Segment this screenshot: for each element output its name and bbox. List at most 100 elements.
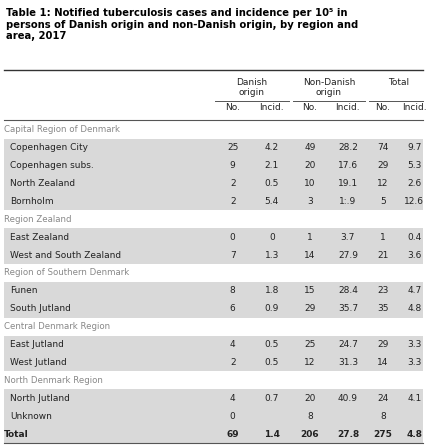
- Text: 5.4: 5.4: [265, 197, 279, 206]
- Text: 28.4: 28.4: [338, 286, 358, 295]
- Text: 3.7: 3.7: [341, 233, 355, 241]
- Text: 0: 0: [269, 233, 275, 241]
- FancyBboxPatch shape: [4, 300, 423, 318]
- Text: 27.9: 27.9: [338, 250, 358, 259]
- Text: 23: 23: [377, 286, 389, 295]
- Text: 8: 8: [307, 412, 313, 421]
- Text: Region Zealand: Region Zealand: [4, 215, 71, 224]
- FancyBboxPatch shape: [4, 336, 423, 353]
- Text: 74: 74: [377, 143, 389, 152]
- Text: No.: No.: [375, 103, 390, 112]
- Text: 21: 21: [377, 250, 389, 259]
- Text: 0: 0: [230, 233, 235, 241]
- Text: 27.8: 27.8: [337, 430, 359, 439]
- Text: 17.6: 17.6: [338, 161, 358, 170]
- Text: 0.5: 0.5: [264, 340, 279, 349]
- Text: 29: 29: [377, 340, 389, 349]
- FancyBboxPatch shape: [4, 138, 423, 156]
- Text: 4.8: 4.8: [407, 304, 422, 313]
- Text: Non-Danish
origin: Non-Danish origin: [303, 78, 355, 97]
- Text: 5: 5: [380, 197, 385, 206]
- Text: 4.8: 4.8: [407, 430, 422, 439]
- Text: 2.1: 2.1: [265, 161, 279, 170]
- Text: Danish
origin: Danish origin: [236, 78, 268, 97]
- Text: 20: 20: [304, 161, 315, 170]
- Text: 3.3: 3.3: [407, 358, 422, 367]
- Text: 2: 2: [230, 179, 235, 188]
- Text: 14: 14: [377, 358, 389, 367]
- Text: Bornholm: Bornholm: [10, 197, 54, 206]
- Text: Region of Southern Denmark: Region of Southern Denmark: [4, 268, 129, 277]
- Text: 19.1: 19.1: [338, 179, 358, 188]
- Text: 9.7: 9.7: [407, 143, 422, 152]
- Text: 12.6: 12.6: [404, 197, 425, 206]
- Text: East Zealand: East Zealand: [10, 233, 69, 241]
- Text: 31.3: 31.3: [338, 358, 358, 367]
- Text: 28.2: 28.2: [338, 143, 358, 152]
- Text: 69: 69: [227, 430, 239, 439]
- Text: 15: 15: [304, 286, 315, 295]
- Text: 14: 14: [304, 250, 315, 259]
- Text: 3: 3: [307, 197, 313, 206]
- Text: 4.2: 4.2: [265, 143, 279, 152]
- FancyBboxPatch shape: [4, 353, 423, 371]
- Text: 25: 25: [304, 340, 315, 349]
- Text: 25: 25: [227, 143, 238, 152]
- Text: 2.6: 2.6: [407, 179, 422, 188]
- Text: 35.7: 35.7: [338, 304, 358, 313]
- Text: 20: 20: [304, 394, 315, 403]
- FancyBboxPatch shape: [4, 228, 423, 246]
- Text: 1: 1: [307, 233, 313, 241]
- FancyBboxPatch shape: [4, 192, 423, 210]
- Text: 0.7: 0.7: [264, 394, 279, 403]
- Text: 1.8: 1.8: [264, 286, 279, 295]
- Text: 4.7: 4.7: [407, 286, 422, 295]
- Text: West and South Zealand: West and South Zealand: [10, 250, 121, 259]
- Text: 0.5: 0.5: [264, 358, 279, 367]
- Text: North Denmark Region: North Denmark Region: [4, 376, 103, 385]
- Text: East Jutland: East Jutland: [10, 340, 64, 349]
- Text: 8: 8: [230, 286, 235, 295]
- FancyBboxPatch shape: [4, 389, 423, 407]
- FancyBboxPatch shape: [4, 425, 423, 443]
- Text: 35: 35: [377, 304, 389, 313]
- Text: 3.3: 3.3: [407, 340, 422, 349]
- Text: 0.5: 0.5: [264, 179, 279, 188]
- Text: 6: 6: [230, 304, 235, 313]
- Text: Central Denmark Region: Central Denmark Region: [4, 322, 110, 331]
- Text: 5.3: 5.3: [407, 161, 422, 170]
- Text: 8: 8: [380, 412, 385, 421]
- Text: 40.9: 40.9: [338, 394, 358, 403]
- Text: No.: No.: [302, 103, 317, 112]
- Text: 0.4: 0.4: [407, 233, 422, 241]
- FancyBboxPatch shape: [4, 282, 423, 300]
- Text: Copenhagen City: Copenhagen City: [10, 143, 88, 152]
- Text: South Jutland: South Jutland: [10, 304, 71, 313]
- Text: 4: 4: [230, 340, 235, 349]
- Text: 2: 2: [230, 358, 235, 367]
- Text: 24.7: 24.7: [338, 340, 358, 349]
- Text: Total: Total: [4, 430, 28, 439]
- Text: Incid.: Incid.: [260, 103, 284, 112]
- Text: 1.4: 1.4: [264, 430, 280, 439]
- Text: 1.3: 1.3: [264, 250, 279, 259]
- Text: 7: 7: [230, 250, 235, 259]
- Text: 206: 206: [301, 430, 319, 439]
- Text: 275: 275: [373, 430, 392, 439]
- Text: Unknown: Unknown: [10, 412, 52, 421]
- Text: 0: 0: [230, 412, 235, 421]
- Text: 4: 4: [230, 394, 235, 403]
- Text: 4.1: 4.1: [407, 394, 422, 403]
- FancyBboxPatch shape: [4, 407, 423, 425]
- Text: 12: 12: [377, 179, 389, 188]
- Text: No.: No.: [225, 103, 240, 112]
- Text: 1:.9: 1:.9: [339, 197, 356, 206]
- FancyBboxPatch shape: [4, 156, 423, 174]
- Text: 1: 1: [380, 233, 385, 241]
- Text: 10: 10: [304, 179, 315, 188]
- Text: 2: 2: [230, 197, 235, 206]
- FancyBboxPatch shape: [4, 246, 423, 264]
- Text: West Jutland: West Jutland: [10, 358, 66, 367]
- Text: 29: 29: [304, 304, 315, 313]
- Text: 24: 24: [377, 394, 389, 403]
